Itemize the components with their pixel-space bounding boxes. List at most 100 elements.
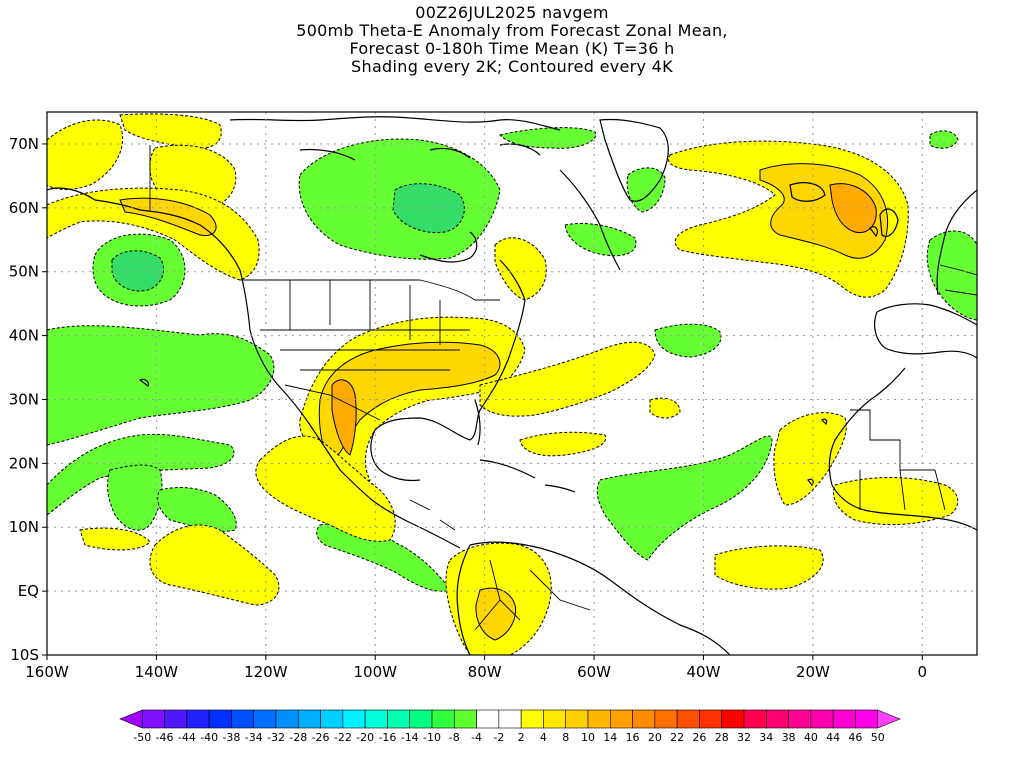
lon-label: 20W [796, 663, 830, 681]
colorbar-swatch [788, 709, 812, 729]
colorbar-swatch [164, 709, 188, 729]
colorbar-label: -40 [200, 731, 218, 744]
colorbar-label: -2 [493, 731, 504, 744]
colorbar-swatch [699, 709, 723, 729]
lat-label: 20N [9, 454, 39, 472]
title-line-1: 00Z26JUL2025 navgem [415, 3, 609, 22]
colorbar-label: -26 [312, 731, 330, 744]
colorbar-swatch [253, 709, 277, 729]
negative-region-pacific-gyre-core [111, 250, 164, 292]
colorbar-label: -34 [245, 731, 263, 744]
colorbar-swatch [387, 709, 411, 729]
negative-region-canada-core [392, 183, 465, 234]
lon-label: 140W [135, 663, 179, 681]
lon-label: 0 [918, 663, 928, 681]
colorbar-swatch [275, 709, 299, 729]
colorbar-label: -28 [289, 731, 307, 744]
colorbar-swatch [855, 709, 879, 729]
negative-region-pacific-tropical [107, 464, 163, 531]
coastlines-and-borders [47, 116, 977, 655]
colorbar-label: 40 [804, 731, 818, 744]
lon-label: 60W [577, 663, 611, 681]
colorbar-swatch [721, 709, 745, 729]
colorbar-label: -20 [356, 731, 374, 744]
lat-label: 10S [10, 646, 39, 664]
colorbar-swatch [520, 709, 544, 729]
colorbar-swatch [297, 709, 321, 729]
positive-region-azores [649, 397, 681, 419]
colorbar-swatch [565, 709, 589, 729]
colorbar-label: -8 [449, 731, 460, 744]
colorbar-swatch [364, 709, 388, 729]
lon-label: 40W [687, 663, 721, 681]
lon-label: 160W [25, 663, 69, 681]
colorbar-swatch [231, 709, 255, 729]
colorbar-swatch [476, 709, 500, 729]
colorbar-label: 10 [581, 731, 595, 744]
colorbar-swatch [676, 709, 700, 729]
negative-region-pacific-mid [47, 433, 235, 516]
plot-frame [46, 111, 978, 656]
lat-lon-gridlines [47, 112, 977, 655]
positive-region-gulf-stream-blob [494, 237, 547, 301]
colorbar-label: -10 [423, 731, 441, 744]
colorbar-label: 16 [626, 731, 640, 744]
colorbar-swatch [587, 709, 611, 729]
colorbar-swatch [609, 709, 633, 729]
colorbar-label: -22 [334, 731, 352, 744]
colorbar-label: 38 [782, 731, 796, 744]
lat-label: 40N [9, 327, 39, 345]
colorbar-label: -38 [222, 731, 240, 744]
colorbar-swatch [320, 709, 344, 729]
lat-label: 50N [9, 263, 39, 281]
colorbar-label: 20 [648, 731, 662, 744]
latitude-labels: 70N 60N 50N 40N 30N 20N 10N EQ 10S [9, 135, 39, 664]
colorbar-swatch [342, 709, 366, 729]
positive-region-gulf-alaska-core [119, 197, 217, 237]
anomaly-shading [47, 113, 977, 655]
lat-label: 60N [9, 199, 39, 217]
negative-region-tiny-arctic [929, 130, 959, 149]
negative-region-atlantic-tropical [596, 435, 773, 561]
political-borders [149, 145, 977, 631]
axis-ticks [42, 143, 923, 660]
colorbar [119, 709, 901, 729]
colorbar-swatch [810, 709, 834, 729]
colorbar-swatch [141, 709, 165, 729]
colorbar-label: 28 [715, 731, 729, 744]
colorbar-swatch [409, 709, 433, 729]
colorbar-label: 50 [871, 731, 885, 744]
lat-label: 10N [9, 518, 39, 536]
lon-label: 80W [468, 663, 502, 681]
negative-region-europe [926, 230, 977, 321]
negative-region-greenland-east [626, 167, 666, 213]
colorbar-swatch [119, 709, 143, 729]
negative-region-atlantic-mid [654, 323, 722, 358]
positive-region-central-atlantic [479, 341, 656, 417]
positive-region-caribbean [519, 431, 607, 457]
title-block: 00Z26JUL2025 navgem 500mb Theta-E Anomal… [0, 4, 1024, 76]
title-line-2: 500mb Theta-E Anomaly from Forecast Zona… [296, 21, 728, 40]
colorbar-label: 44 [826, 731, 840, 744]
colorbar-swatch [877, 709, 901, 729]
positive-region-alaska-north [47, 119, 124, 190]
colorbar-label: 34 [759, 731, 773, 744]
colorbar-label: -46 [156, 731, 174, 744]
positive-region-west-africa-coast [773, 412, 847, 506]
positive-region-sahel [833, 477, 959, 526]
colorbar-label: -4 [471, 731, 482, 744]
colorbar-label: 8 [562, 731, 569, 744]
positive-region-arctic-top [119, 113, 222, 149]
positive-region-east-pacific-strip [79, 527, 151, 551]
colorbar-label: -50 [133, 731, 151, 744]
lat-label: 70N [9, 135, 39, 153]
colorbar-label: 32 [737, 731, 751, 744]
lon-label: 100W [354, 663, 398, 681]
lon-label: 120W [244, 663, 288, 681]
colorbar-swatch [498, 709, 522, 729]
colorbar-swatch [743, 709, 767, 729]
lat-label: 30N [9, 390, 39, 408]
negative-region-greenland-west [499, 127, 597, 149]
colorbar-label: -14 [401, 731, 419, 744]
title-line-4: Shading every 2K; Contoured every 4K [351, 57, 673, 76]
